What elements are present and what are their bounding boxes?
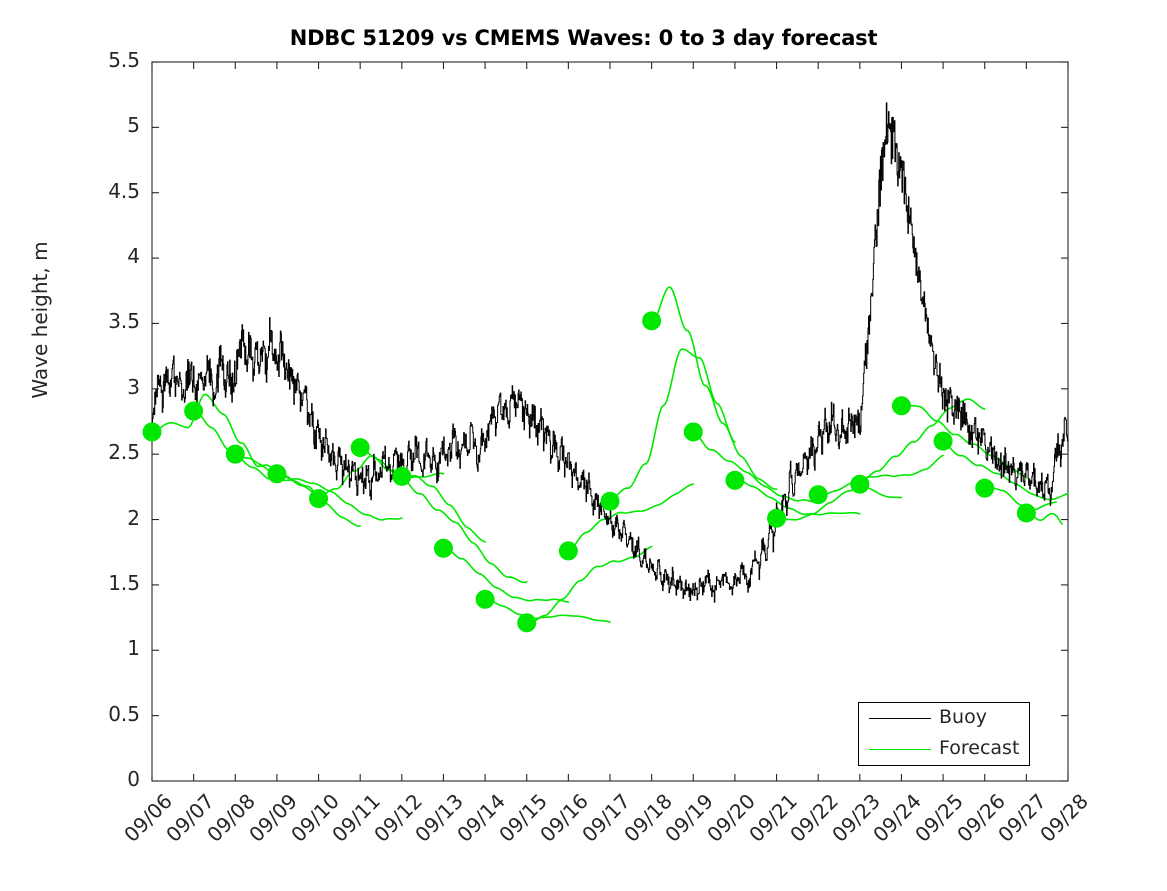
y-tick-label: 0.5 bbox=[108, 701, 140, 726]
y-tick-label: 3 bbox=[127, 374, 140, 399]
tick-marks bbox=[151, 61, 1069, 782]
legend: Buoy Forecast bbox=[858, 702, 1030, 766]
forecast-series-lines bbox=[151, 286, 1069, 626]
y-tick-label: 1 bbox=[127, 636, 140, 661]
y-tick-label: 5 bbox=[127, 113, 140, 138]
buoy-series-line bbox=[152, 102, 1069, 603]
y-tick-label: 2.5 bbox=[108, 440, 140, 465]
y-tick-label: 2 bbox=[127, 505, 140, 530]
chart-title: NDBC 51209 vs CMEMS Waves: 0 to 3 day fo… bbox=[289, 26, 878, 50]
legend-entry-buoy: Buoy bbox=[859, 703, 1031, 735]
y-tick-label: 1.5 bbox=[108, 570, 140, 595]
y-tick-label: 5.5 bbox=[108, 48, 140, 72]
axes-frame bbox=[151, 61, 1069, 782]
forecast-init-markers bbox=[142, 311, 1036, 633]
legend-label-buoy: Buoy bbox=[939, 706, 987, 728]
legend-entry-forecast: Forecast bbox=[859, 734, 1031, 766]
legend-swatch-forecast bbox=[869, 749, 931, 750]
y-tick-label: 0 bbox=[127, 767, 140, 791]
legend-label-forecast: Forecast bbox=[939, 737, 1020, 759]
y-tick-label: 4.5 bbox=[108, 178, 140, 203]
y-tick-label: 3.5 bbox=[108, 309, 140, 334]
y-tick-label: 4 bbox=[127, 244, 140, 269]
legend-swatch-buoy bbox=[869, 718, 931, 719]
